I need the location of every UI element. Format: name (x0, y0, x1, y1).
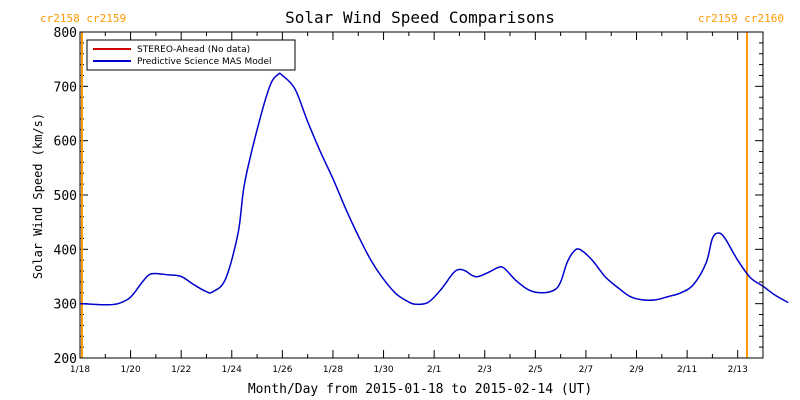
x-tick-label-2-11: 2/11 (677, 365, 697, 375)
x-tick-label-1-20: 1/20 (120, 365, 140, 375)
y-tick-label-200: 200 (54, 352, 77, 367)
x-tick-label-1-28: 1/28 (323, 365, 343, 375)
y-tick-label-300: 300 (54, 298, 77, 313)
x-tick-label-2-7: 2/7 (579, 365, 593, 375)
chart-title: Solar Wind Speed Comparisons (285, 8, 555, 27)
x-tick-label-2-5: 2/5 (528, 365, 542, 375)
legend-label-stereo: STEREO-Ahead (No data) (137, 45, 250, 55)
carrington-label-right: cr2159 cr2160 (698, 12, 784, 25)
series-line-mas-model (79, 72, 789, 306)
y-tick-label-800: 800 (54, 26, 77, 41)
carrington-label-left: cr2158 cr2159 (40, 12, 126, 25)
y-tick-label-500: 500 (54, 189, 77, 204)
x-tick-label-1-26: 1/26 (272, 365, 292, 375)
legend-label-mas-model: Predictive Science MAS Model (137, 57, 272, 67)
y-tick-label-700: 700 (54, 80, 77, 95)
x-tick-label-1-30: 1/30 (373, 365, 393, 375)
x-tick-label-1-22: 1/22 (171, 365, 191, 375)
x-tick-label-1-24: 1/24 (222, 365, 242, 375)
x-tick-label-1-18: 1/18 (70, 365, 90, 375)
y-tick-label-400: 400 (54, 243, 77, 258)
plot-frame (79, 31, 764, 359)
x-axis-label: Month/Day from 2015-01-18 to 2015-02-14 … (248, 382, 592, 397)
x-tick-label-2-1: 2/1 (427, 365, 441, 375)
y-axis-label: Solar Wind Speed (km/s) (31, 113, 45, 279)
x-tick-label-2-9: 2/9 (629, 365, 644, 375)
legend-box (86, 39, 296, 71)
y-tick-label-600: 600 (54, 135, 77, 150)
legend: STEREO-Ahead (No data) Predictive Scienc… (86, 39, 296, 71)
x-tick-label-2-3: 2/3 (477, 365, 491, 375)
x-tick-label-2-13: 2/13 (728, 365, 748, 375)
